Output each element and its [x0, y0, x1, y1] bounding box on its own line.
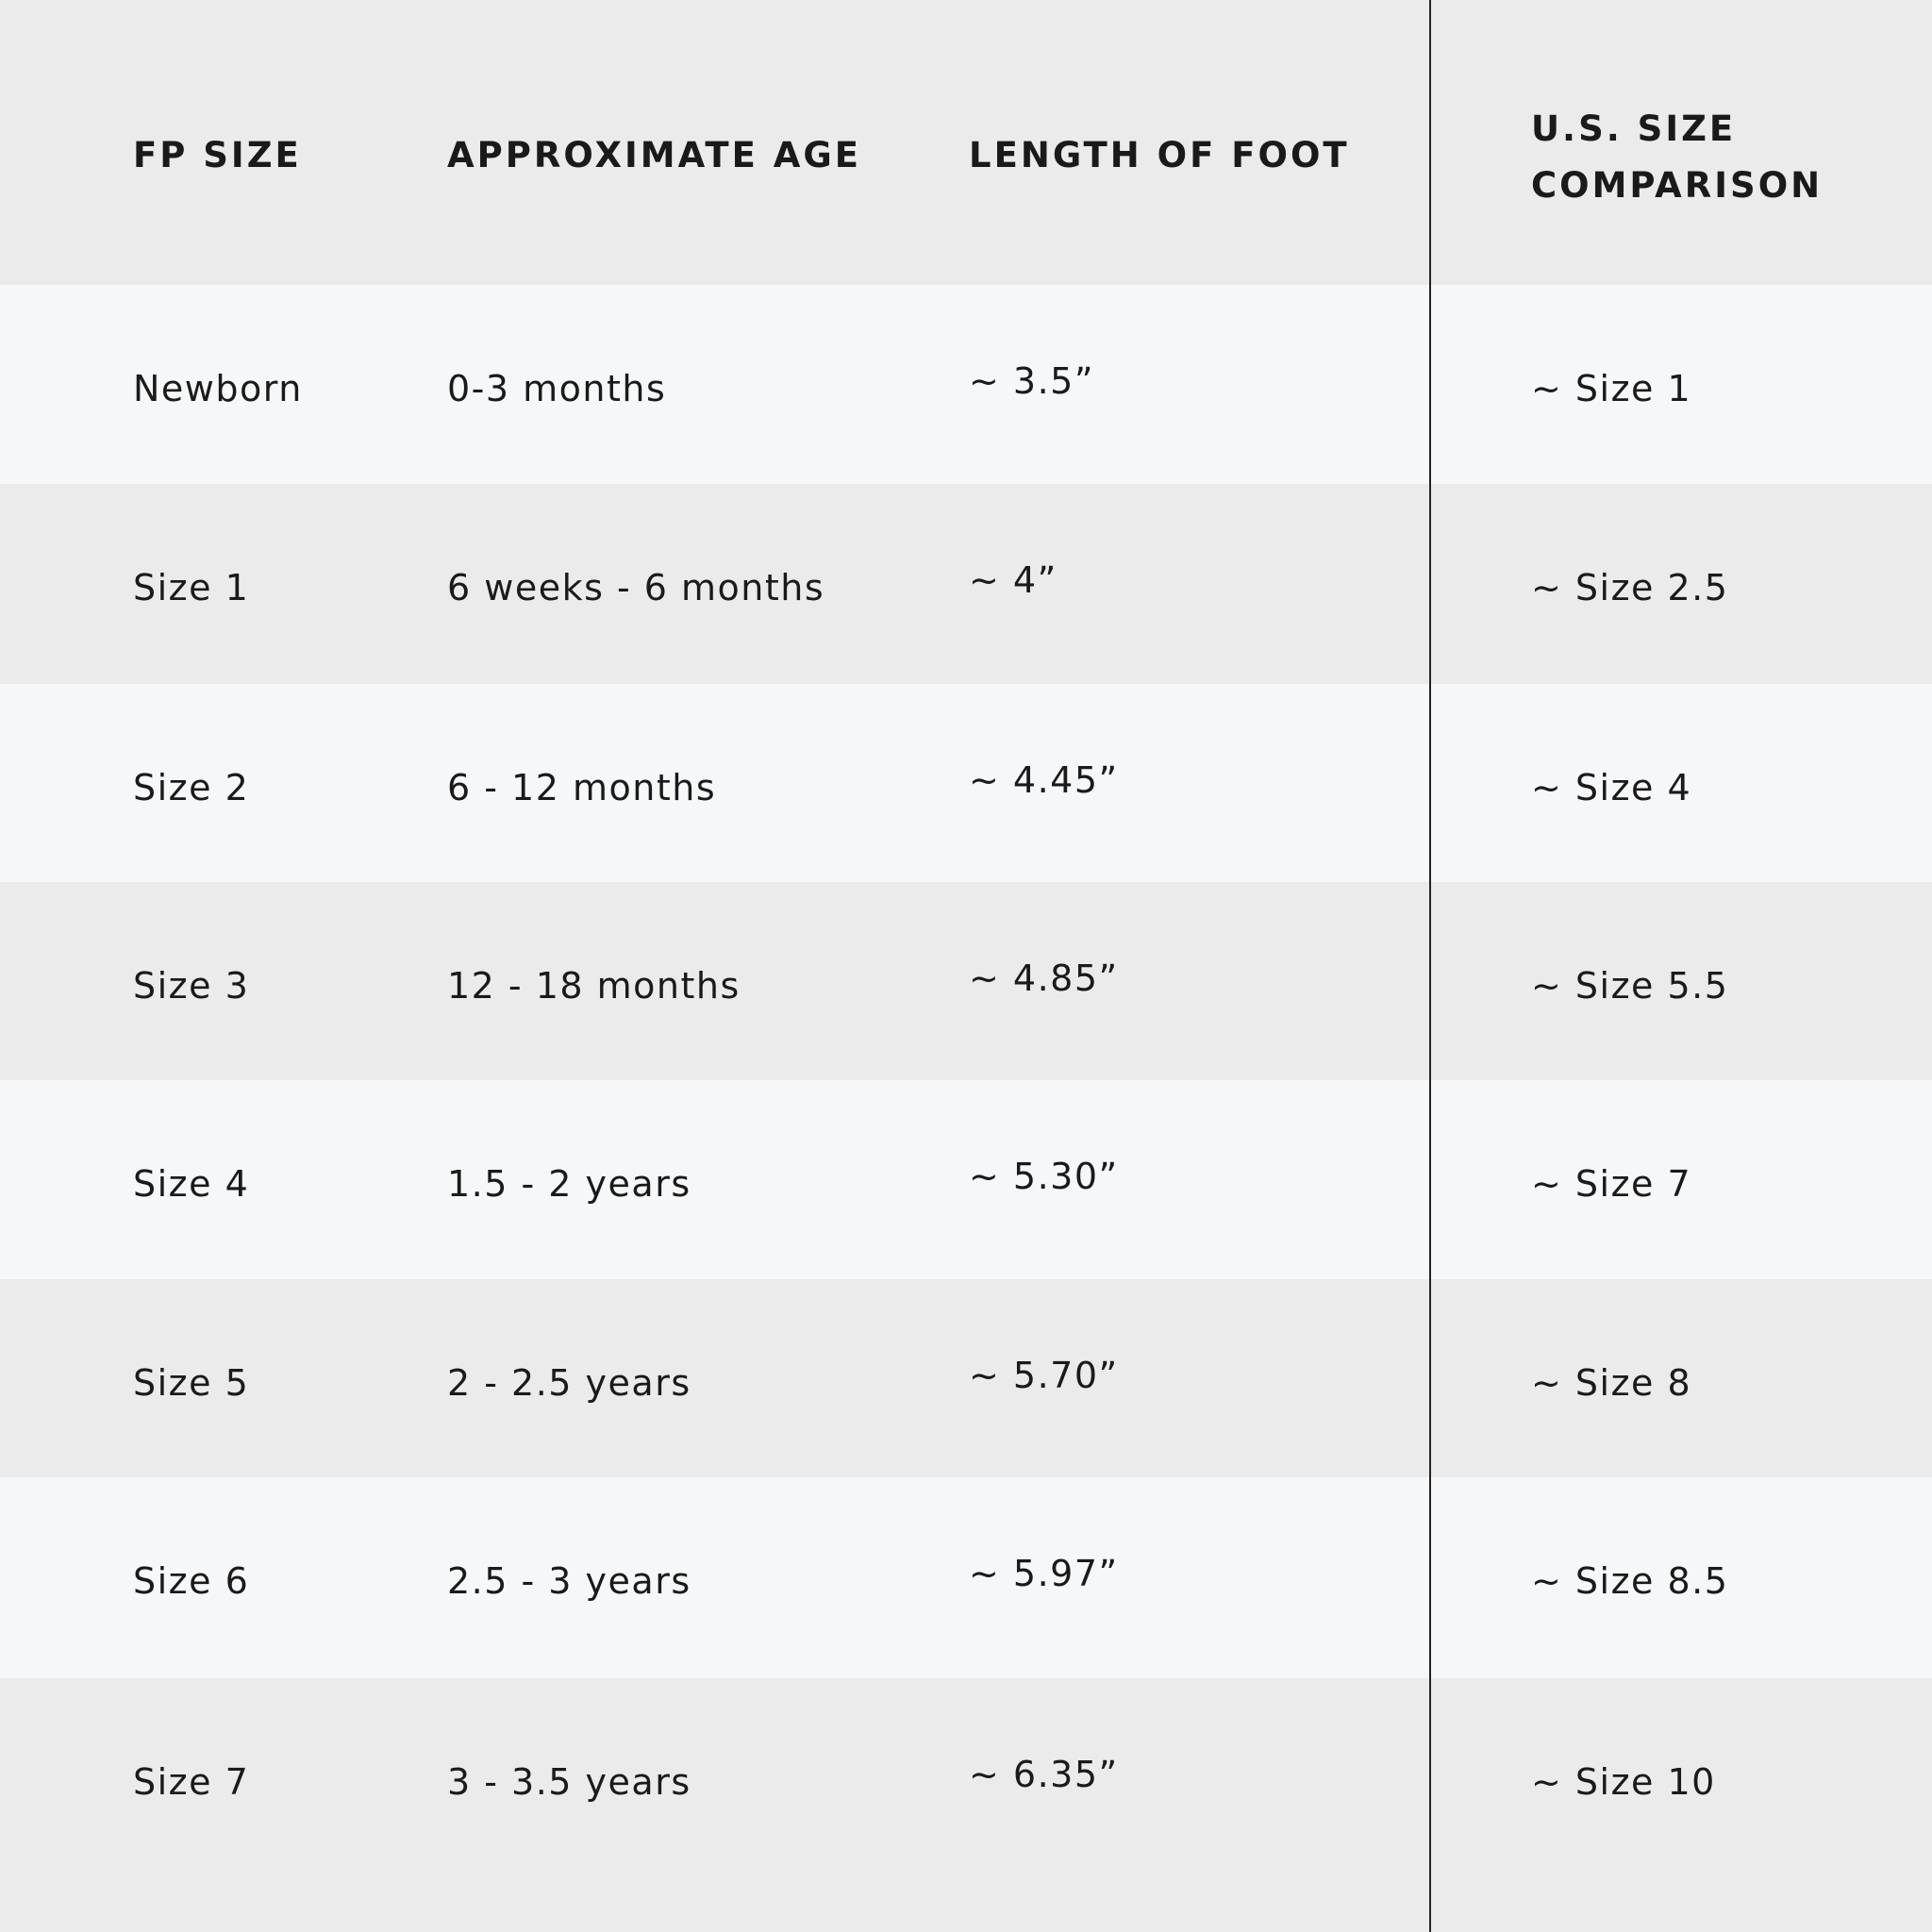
table-cell: ~ 5.97” [969, 1553, 1119, 1594]
table-cell: ~ Size 5.5 [1531, 965, 1729, 1007]
table-cell: 6 weeks - 6 months [447, 567, 825, 608]
table-row [0, 1279, 1932, 1477]
table-cell: ~ 4.45” [969, 759, 1119, 801]
table-cell: ~ 3.5” [969, 360, 1095, 402]
table-row [0, 1678, 1932, 1932]
table-cell: ~ 5.70” [969, 1355, 1119, 1396]
table-cell: Size 5 [133, 1362, 250, 1404]
table-cell: ~ 4” [969, 559, 1058, 601]
table-cell: ~ 5.30” [969, 1156, 1119, 1197]
table-cell: 3 - 3.5 years [447, 1761, 691, 1803]
table-row [0, 1080, 1932, 1279]
table-cell: ~ Size 4 [1531, 767, 1692, 808]
header-row [0, 0, 1932, 285]
table-row [0, 484, 1932, 684]
header-cell: LENGTH OF FOOT [969, 135, 1350, 175]
table-cell: ~ 6.35” [969, 1754, 1119, 1795]
table-cell: ~ Size 8 [1531, 1362, 1692, 1404]
header-cell: U.S. SIZE COMPARISON [1531, 108, 1824, 206]
header-cell: APPROXIMATE AGE [447, 135, 862, 175]
table-cell: 1.5 - 2 years [447, 1163, 691, 1205]
table-cell: ~ Size 8.5 [1531, 1560, 1729, 1602]
table-cell: 0-3 months [447, 368, 667, 409]
table-row [0, 882, 1932, 1080]
table-cell: ~ Size 1 [1531, 368, 1692, 409]
table-cell: 6 - 12 months [447, 767, 717, 808]
table-cell: Size 7 [133, 1761, 250, 1803]
table-cell: Size 4 [133, 1163, 250, 1205]
table-cell: ~ Size 7 [1531, 1163, 1692, 1205]
table-cell: ~ Size 10 [1531, 1761, 1716, 1803]
table-cell: Size 1 [133, 567, 250, 608]
table-cell: 12 - 18 months [447, 965, 741, 1007]
table-cell: ~ 4.85” [969, 958, 1119, 999]
table-cell: ~ Size 2.5 [1531, 567, 1729, 608]
table-cell: Size 6 [133, 1560, 250, 1602]
table-cell: Newborn [133, 368, 303, 409]
table-cell: Size 3 [133, 965, 250, 1007]
table-cell: 2 - 2.5 years [447, 1362, 691, 1404]
table-cell: Size 2 [133, 767, 250, 808]
column-divider [1429, 0, 1431, 1932]
table-cell: 2.5 - 3 years [447, 1560, 691, 1602]
header-cell: FP SIZE [133, 135, 302, 175]
table-row [0, 1477, 1932, 1678]
table-row [0, 285, 1932, 484]
table-row [0, 684, 1932, 882]
